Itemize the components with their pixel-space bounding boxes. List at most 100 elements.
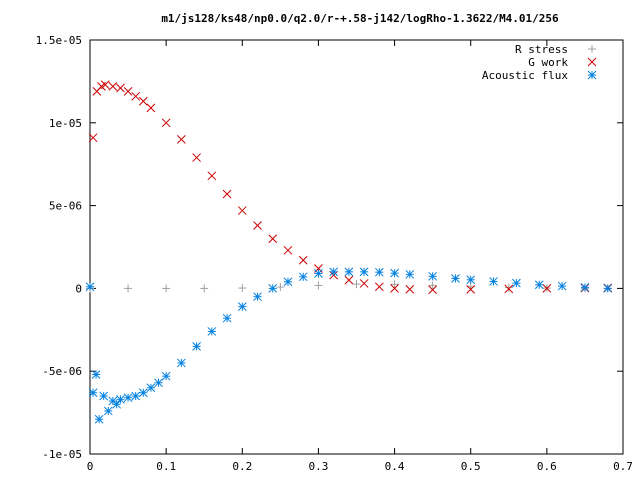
x-tick-label: 0.1 (156, 460, 176, 473)
g-work-point (405, 284, 415, 294)
g-work-point (283, 245, 293, 255)
acoustic-flux-point (207, 327, 217, 336)
g-work-point (359, 279, 369, 288)
g-work-point (466, 285, 476, 294)
g-work-point (146, 103, 156, 113)
g-work-point (344, 275, 354, 285)
y-tick-label: 1.5e-05 (36, 34, 82, 47)
acoustic-flux-point (138, 388, 148, 398)
r-stress-point (162, 284, 171, 293)
x-tick-label: 0.2 (232, 460, 252, 473)
g-work-point (177, 135, 186, 144)
acoustic-flux-point (603, 284, 613, 293)
axes: 0 0.1 0.2 0.3 0.4 0.5 0.6 0.7 -1e-05 -5e-06 0 5e-06… (36, 34, 633, 473)
acoustic-flux-point (94, 414, 104, 424)
y-tick-label: 1e-05 (49, 117, 82, 130)
acoustic-flux-point (88, 388, 98, 398)
chart-title: m1/js128/ks48/np0.0/q2.0/r-+.58-j142/log… (161, 12, 559, 25)
r-stress-point (314, 281, 323, 290)
legend-marker-g-work (587, 57, 597, 67)
g-work-point (88, 133, 98, 143)
g-work-point (542, 284, 552, 293)
g-work-point (298, 255, 308, 265)
acoustic-flux-point (451, 274, 460, 283)
r-stress-point (124, 284, 133, 293)
r-stress-point (200, 284, 209, 293)
g-work-point (116, 83, 125, 93)
acoustic-flux-point (489, 277, 498, 286)
g-work-point (123, 86, 133, 96)
acoustic-flux-point (91, 370, 101, 379)
acoustic-flux-point (146, 383, 156, 393)
plot-frame (89, 39, 624, 455)
acoustic-flux-point (192, 342, 201, 351)
acoustic-flux-point (103, 406, 113, 416)
acoustic-flux-point (557, 281, 567, 291)
r-stress-point (428, 281, 437, 290)
acoustic-flux-point (154, 378, 163, 388)
g-work-point (207, 171, 217, 181)
g-work-point (131, 91, 141, 101)
x-tick-label: 0 (87, 460, 94, 473)
acoustic-flux-point (534, 280, 544, 290)
acoustic-flux-point (222, 313, 232, 323)
acoustic-flux-point (237, 302, 247, 311)
g-work-point (390, 284, 399, 293)
g-work-point (222, 189, 232, 199)
acoustic-flux-point (85, 282, 95, 292)
x-tick-label: 0.7 (613, 460, 633, 473)
y-tick-label: -1e-05 (42, 448, 82, 461)
acoustic-flux-point (390, 268, 399, 278)
legend-label-r-stress: R stress (515, 43, 568, 56)
acoustic-flux-point (268, 284, 278, 293)
g-work-point (253, 221, 262, 230)
y-tick-label: 5e-06 (49, 200, 82, 213)
acoustic-flux-point (512, 278, 521, 288)
acoustic-flux-point (253, 292, 262, 302)
acoustic-flux-point (314, 269, 323, 278)
acoustic-flux-point (131, 391, 141, 401)
acoustic-flux-point (112, 399, 122, 409)
legend-label-g-work: G work (528, 56, 568, 69)
acoustic-flux-point (177, 358, 186, 368)
acoustic-flux-point (116, 394, 125, 404)
g-work-point (161, 118, 171, 128)
y-tick-label: -5e-06 (42, 365, 82, 378)
legend-marker-r-stress (588, 45, 596, 53)
acoustic-flux-point (428, 271, 437, 281)
g-work-point (504, 284, 514, 294)
acoustic-flux-point (283, 277, 293, 287)
g-work-point (192, 153, 201, 162)
x-tick-label: 0.6 (537, 460, 557, 473)
x-tick-label: 0.4 (385, 460, 405, 473)
acoustic-flux-point (580, 283, 590, 292)
r-stress-point (504, 283, 513, 292)
r-stress-point (390, 280, 399, 289)
y-tick-label: 0 (75, 282, 82, 295)
g-work-point (138, 96, 148, 106)
acoustic-flux-point (298, 272, 308, 282)
acoustic-flux-point (466, 275, 476, 285)
acoustic-flux-point (161, 371, 171, 381)
g-work-point (237, 206, 247, 215)
g-work-point (108, 82, 118, 91)
r-stress-point (352, 280, 361, 289)
r-stress-point (276, 283, 285, 292)
g-work-point (374, 282, 384, 292)
acoustic-flux-point (123, 393, 133, 403)
r-stress-point (238, 284, 247, 293)
acoustic-flux-point (405, 269, 415, 279)
acoustic-flux-point (374, 267, 384, 277)
x-tick-label: 0.3 (308, 460, 328, 473)
g-work-point (268, 234, 278, 244)
legend-marker-acoustic-flux (587, 70, 597, 80)
acoustic-flux-point (99, 391, 109, 401)
legend-label-acoustic-flux: Acoustic flux (482, 69, 568, 82)
data-points (85, 80, 613, 424)
g-work-point (428, 285, 437, 295)
x-tick-label: 0.5 (461, 460, 481, 473)
acoustic-flux-point (344, 267, 354, 277)
acoustic-flux-point (329, 267, 339, 277)
